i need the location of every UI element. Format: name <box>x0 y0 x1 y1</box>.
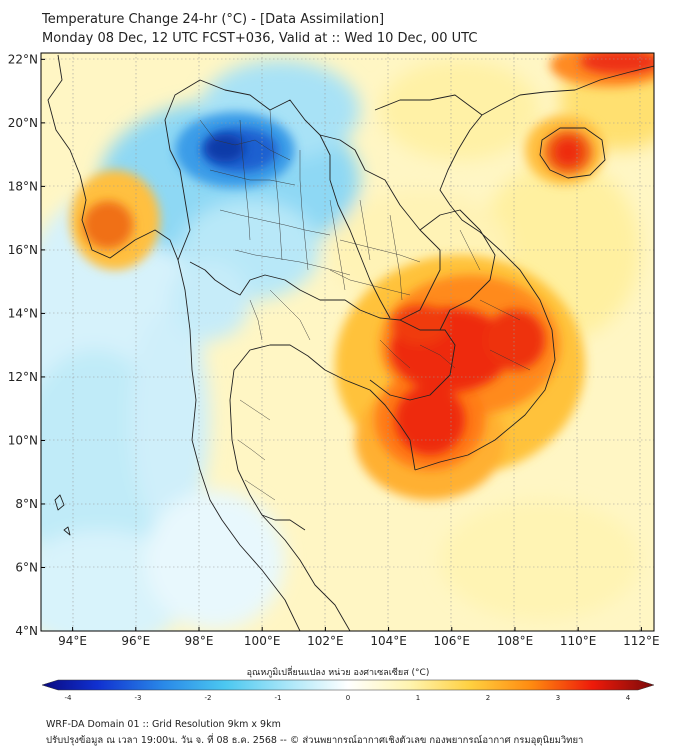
lon-tick-label: 96°E <box>121 634 150 648</box>
colorbar-tick-label: 1 <box>416 694 420 700</box>
colorbar-tick-label: -1 <box>275 694 282 700</box>
lat-tick-label: 14°N <box>8 306 38 320</box>
latitude-axis: 22°N 20°N 18°N 16°N 14°N 12°N 10°N 8°N 6°N 4°N <box>8 52 45 638</box>
colorbar-tick-label: 0 <box>346 694 350 700</box>
lon-tick-label: 94°E <box>58 634 87 648</box>
colorbar: -4 -3 -2 -1 0 1 2 3 4 <box>41 679 655 700</box>
lat-tick-label: 22°N <box>8 52 38 66</box>
colorbar-bar <box>41 679 655 691</box>
lon-tick-label: 102°E <box>307 634 344 648</box>
lon-tick-label: 100°E <box>244 634 281 648</box>
colorbar-tick-label: -3 <box>135 694 142 700</box>
colorbar-ticks: -4 -3 -2 -1 0 1 2 3 4 <box>65 694 631 700</box>
lon-tick-label: 108°E <box>497 634 534 648</box>
lat-tick-label: 4°N <box>15 624 38 638</box>
lat-tick-label: 20°N <box>8 116 38 130</box>
lat-tick-label: 8°N <box>15 497 38 511</box>
colorbar-tick-label: 3 <box>556 694 560 700</box>
footer-model-info: WRF-DA Domain 01 :: Grid Resolution 9km … <box>46 719 281 730</box>
lat-tick-label: 16°N <box>8 243 38 257</box>
lat-tick-label: 6°N <box>15 560 38 574</box>
lon-tick-label: 112°E <box>623 634 660 648</box>
colorbar-tick-label: -4 <box>65 694 73 700</box>
temperature-field <box>41 53 654 631</box>
colorbar-tick-label: -2 <box>205 694 212 700</box>
lat-tick-label: 12°N <box>8 370 38 384</box>
map-title: Temperature Change 24-hr (°C) - [Data As… <box>42 12 385 27</box>
longitude-axis: 94°E 96°E 98°E 100°E 102°E 104°E 106°E 108°E 110… <box>58 627 660 648</box>
lon-tick-label: 104°E <box>370 634 407 648</box>
lon-tick-label: 98°E <box>185 634 214 648</box>
map-subtitle: Monday 08 Dec, 12 UTC FCST+036, Valid at… <box>42 31 478 46</box>
lat-tick-label: 10°N <box>8 433 38 447</box>
country-borders <box>164 79 496 531</box>
colorbar-tick-label: 4 <box>626 694 631 700</box>
graticule <box>41 53 654 631</box>
footer-update-info: ปรับปรุงข้อมูล ณ เวลา 19:00น. วัน จ. ที่… <box>46 735 584 746</box>
colorbar-title: อุณหภูมิเปลี่ยนแปลง หน่วย องศาเซลเซียส (… <box>246 668 430 678</box>
coastlines <box>47 54 654 631</box>
lat-tick-label: 18°N <box>8 179 38 193</box>
map-frame <box>40 52 655 632</box>
province-borders <box>199 109 531 501</box>
temperature-map[interactable]: 22°N 20°N 18°N 16°N 14°N 12°N 10°N 8°N 6°N 4°N 94… <box>0 0 676 700</box>
lon-tick-label: 110°E <box>560 634 597 648</box>
lon-tick-label: 106°E <box>434 634 471 648</box>
colorbar-tick-label: 2 <box>486 694 490 700</box>
